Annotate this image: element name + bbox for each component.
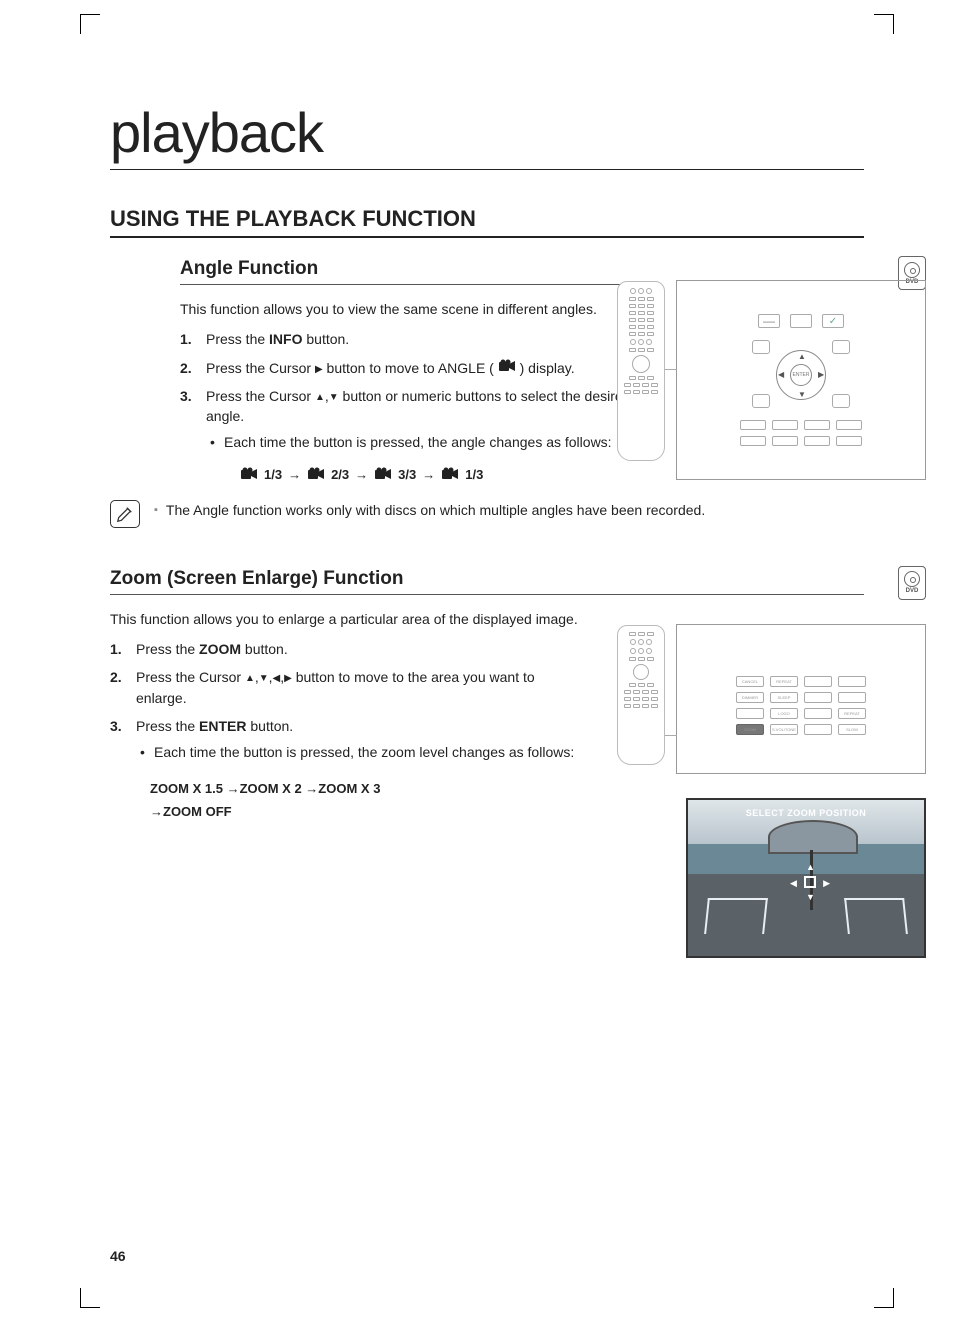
camera-icon bbox=[374, 467, 392, 481]
umbrella-shape bbox=[768, 820, 858, 854]
zoom-sequence: ZOOM X 1.5 →ZOOM X 2 →ZOOM X 3 →ZOOM OFF bbox=[150, 777, 580, 824]
zoom-cursor-icon: ▲▼◀▶ bbox=[796, 868, 824, 896]
subsection-heading: Zoom (Screen Enlarge) Function bbox=[110, 568, 864, 595]
step-list: Press the ZOOM button. Press the Cursor … bbox=[110, 639, 580, 762]
camera-icon bbox=[441, 467, 459, 481]
section-heading: USING THE PLAYBACK FUNCTION bbox=[110, 206, 864, 238]
enter-button-label: ENTER bbox=[199, 718, 246, 734]
section-zoom: DVD Zoom (Screen Enlarge) Function This … bbox=[110, 568, 864, 948]
tv-screenshot: SELECT ZOOM POSITION ▲▼◀▶ bbox=[686, 798, 926, 958]
minus-icon: — bbox=[758, 314, 780, 328]
crop-mark bbox=[874, 14, 894, 34]
cursor-up-icon bbox=[245, 669, 255, 685]
step-3: Press the ENTER button. Each time the bu… bbox=[110, 716, 580, 763]
cursor-down-icon bbox=[259, 669, 269, 685]
dpad-icon: ENTER ▲▼ ◀▶ bbox=[746, 334, 856, 414]
step-2: Press the Cursor ,,, button to move to t… bbox=[110, 667, 580, 708]
crop-mark bbox=[874, 1288, 894, 1308]
step-list: Press the INFO button. Press the Cursor … bbox=[180, 329, 650, 452]
zoom-button-label: ZOOM bbox=[199, 641, 241, 657]
step-2: Press the Cursor button to move to ANGLE… bbox=[180, 358, 650, 378]
crop-mark bbox=[80, 1288, 100, 1308]
chapter-title: playback bbox=[110, 100, 864, 170]
overlay-text: SELECT ZOOM POSITION bbox=[688, 808, 924, 818]
remote-outline-icon bbox=[617, 625, 665, 765]
step-3: Press the Cursor , button or numeric but… bbox=[180, 386, 650, 453]
remote-outline-icon bbox=[617, 281, 665, 461]
blank-icon bbox=[790, 314, 812, 328]
cursor-left-icon bbox=[273, 669, 281, 685]
note: The Angle function works only with discs… bbox=[110, 500, 864, 528]
camera-icon bbox=[240, 467, 258, 481]
intro-text: This function allows you to enlarge a pa… bbox=[110, 609, 580, 629]
cursor-right-icon bbox=[284, 669, 292, 685]
cursor-up-icon bbox=[315, 388, 325, 404]
step-1: Press the INFO button. bbox=[180, 329, 650, 349]
step-sub-bullet: Each time the button is pressed, the ang… bbox=[206, 432, 650, 452]
intro-text: This function allows you to view the sam… bbox=[180, 299, 650, 319]
dvd-badge-icon: DVD bbox=[898, 566, 926, 600]
note-text: The Angle function works only with discs… bbox=[154, 500, 705, 520]
note-pencil-icon bbox=[110, 500, 140, 528]
check-icon: ✓ bbox=[822, 314, 844, 328]
cursor-down-icon bbox=[329, 388, 339, 404]
chair-shape bbox=[844, 898, 908, 934]
subsection-heading: Angle Function bbox=[180, 258, 650, 285]
step-1: Press the ZOOM button. bbox=[110, 639, 580, 659]
camera-icon bbox=[498, 358, 516, 372]
info-button-label: INFO bbox=[269, 331, 302, 347]
page-number: 46 bbox=[110, 1248, 126, 1264]
chair-shape bbox=[704, 898, 768, 934]
camera-icon bbox=[307, 467, 325, 481]
remote-figure: — ✓ ENTER ▲▼ ◀▶ bbox=[676, 280, 926, 480]
step-sub-bullet: Each time the button is pressed, the zoo… bbox=[136, 742, 580, 762]
enter-button-icon: ENTER bbox=[790, 364, 812, 386]
button-grid: CANCEL REPEAT DIMMER SLEEP LOGO REPEAT Z… bbox=[736, 676, 866, 735]
crop-mark bbox=[80, 14, 100, 34]
zoom-button-highlight: ZOOM bbox=[736, 724, 764, 735]
remote-figure: CANCEL REPEAT DIMMER SLEEP LOGO REPEAT Z… bbox=[676, 624, 926, 774]
section-angle: DVD Angle Function This function allows … bbox=[110, 258, 864, 528]
cursor-right-icon bbox=[315, 360, 323, 376]
